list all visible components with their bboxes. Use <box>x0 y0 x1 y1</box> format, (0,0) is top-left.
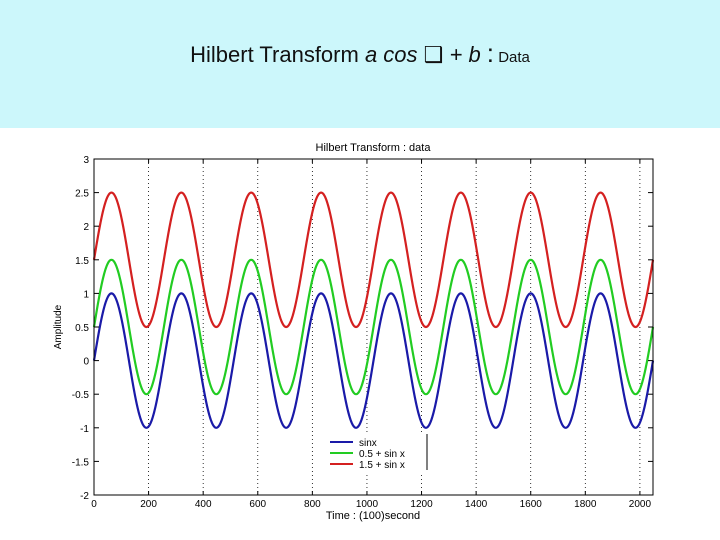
x-axis-ticks: 0 200 400 600 800 1000 1200 1400 1600 1800 2000 <box>91 159 651 510</box>
chart-title: Hilbert Transform : data <box>316 142 432 154</box>
x-tick-label: 600 <box>249 499 266 510</box>
series-line-2 <box>92 258 655 396</box>
theta-symbol: ❑ <box>423 42 444 67</box>
title-suffix: Data <box>494 49 530 66</box>
y-tick-label: 0.5 <box>75 323 89 334</box>
y-tick-label: -2 <box>80 491 89 502</box>
y-tick-label: 3 <box>83 155 89 166</box>
x-tick-label: 1000 <box>356 499 379 510</box>
x-tick-label: 1800 <box>574 499 597 510</box>
title-colon: : <box>486 38 495 68</box>
series-line-3 <box>92 191 655 329</box>
legend-label-1: sinx <box>359 438 377 449</box>
x-tick-label: 400 <box>195 499 212 510</box>
x-tick-label: 0 <box>91 499 97 510</box>
x-tick-label: 800 <box>304 499 321 510</box>
x-tick-label: 1600 <box>520 499 543 510</box>
x-axis-label: Time : (100)second <box>326 510 420 522</box>
legend-label-2: 0.5 + sin x <box>359 449 405 460</box>
x-tick-label: 200 <box>140 499 157 510</box>
y-tick-label: 2 <box>83 222 89 233</box>
title-expr-b: + b <box>443 42 487 67</box>
title-prefix: Hilbert Transform <box>190 42 365 67</box>
legend-label-3: 1.5 + sin x <box>359 460 405 471</box>
y-tick-label: 1.5 <box>75 256 89 267</box>
y-tick-label: 0 <box>83 357 89 368</box>
y-tick-label: -1 <box>80 424 89 435</box>
slide-header: Hilbert Transform a cos ❑ + b : Data <box>0 0 720 128</box>
title-expr-a: a cos <box>364 42 424 67</box>
hilbert-chart: 3 2.5 2 1.5 1 0.5 0 -0.5 -1 -1.5 -2 0 200 400 600 800 1… <box>53 142 655 522</box>
y-tick-label: -0.5 <box>72 390 90 401</box>
slide-title: Hilbert Transform a cos ❑ + b : Data <box>0 38 720 69</box>
series-line-1 <box>92 292 655 429</box>
y-tick-label: -1.5 <box>72 457 90 468</box>
x-tick-label: 1200 <box>410 499 433 510</box>
y-tick-label: 1 <box>83 289 89 300</box>
x-tick-label: 2000 <box>629 499 652 510</box>
y-axis-ticks: 3 2.5 2 1.5 1 0.5 0 -0.5 -1 -1.5 -2 <box>72 155 653 502</box>
series-layer <box>92 191 655 429</box>
y-tick-label: 2.5 <box>75 189 89 200</box>
x-tick-label: 1400 <box>465 499 488 510</box>
y-axis-label: Amplitude <box>53 304 64 349</box>
x-grid <box>148 159 641 495</box>
